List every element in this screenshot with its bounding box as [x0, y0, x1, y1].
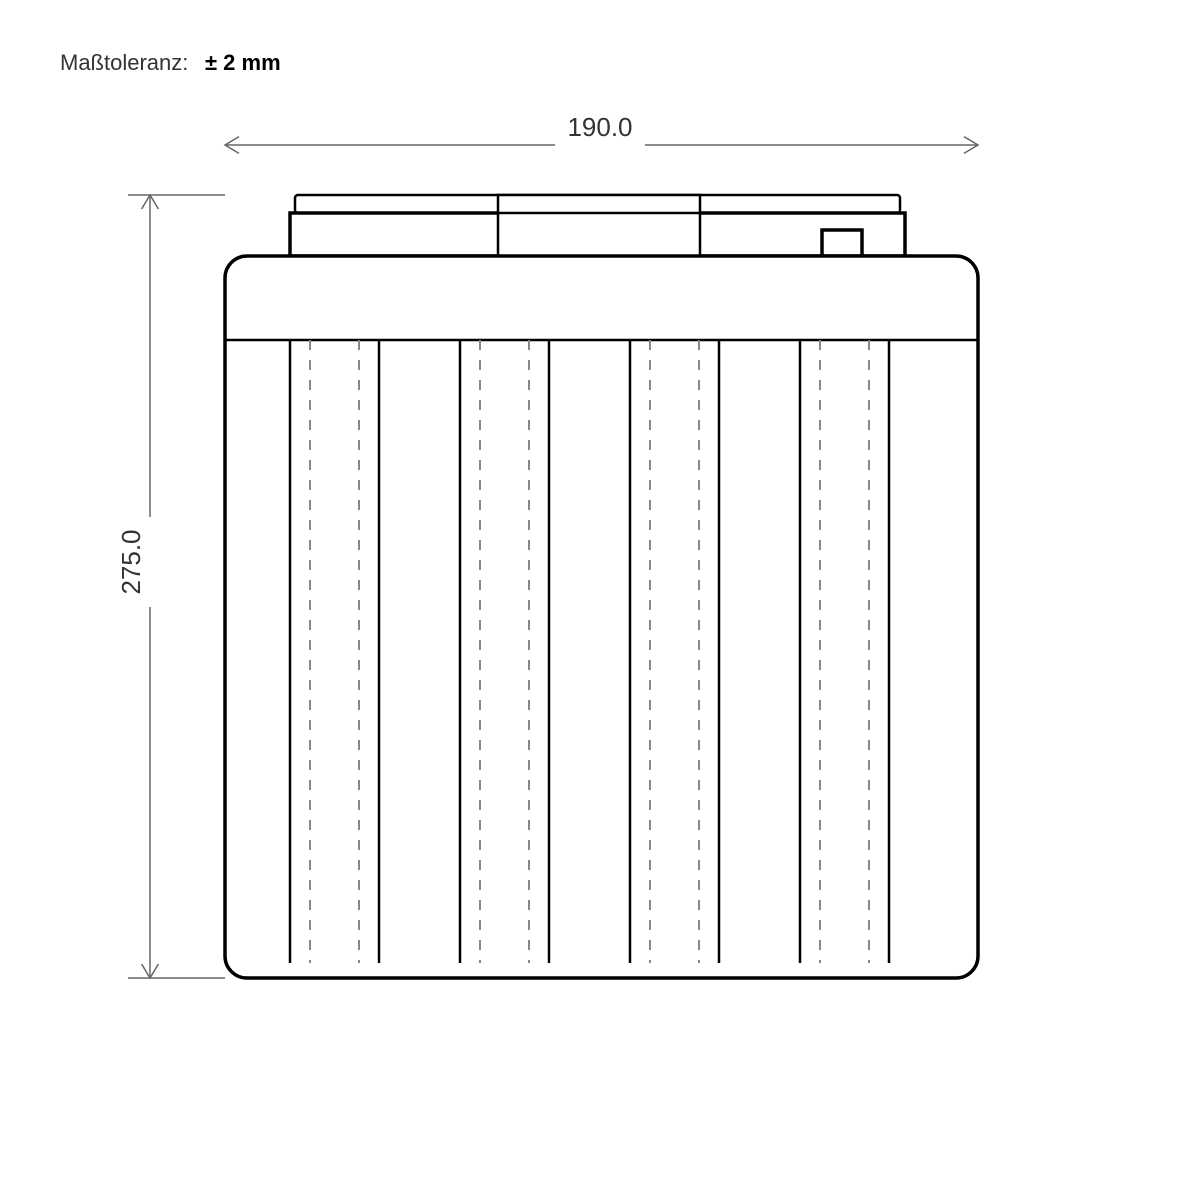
dimension-width-value: 190.0 — [567, 112, 632, 142]
dimension-height-value: 275.0 — [116, 529, 146, 594]
dimension-width: 190.0 — [225, 112, 978, 153]
dimension-height: 275.0 — [116, 195, 225, 978]
technical-drawing: Maßtoleranz: ± 2 mm 190.0 275.0 — [0, 0, 1200, 1200]
tolerance-label: Maßtoleranz: — [60, 50, 188, 75]
top-mid-segment — [498, 195, 700, 256]
terminal-stub — [822, 230, 862, 256]
tolerance-value: ± 2 mm — [205, 50, 281, 75]
battery-body — [225, 256, 978, 978]
battery-outline — [225, 195, 978, 978]
